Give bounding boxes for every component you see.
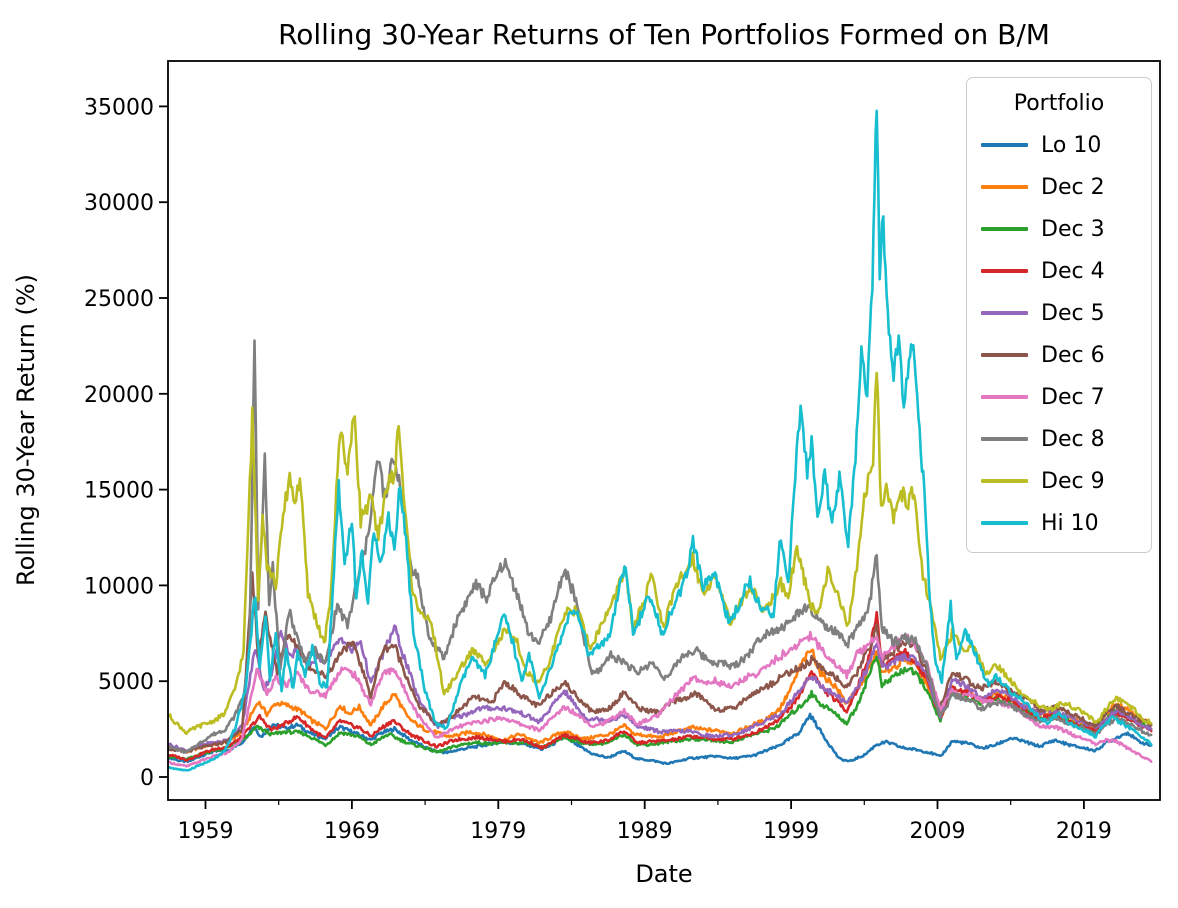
y-tick-label: 10000 — [84, 574, 154, 599]
legend-item: Dec 4 — [971, 250, 1147, 292]
y-tick-label: 30000 — [84, 191, 154, 216]
series-line-lo-10 — [168, 712, 1153, 766]
series-line-dec-7 — [168, 630, 1153, 768]
legend-label: Dec 4 — [1041, 258, 1105, 284]
axis-tick-labels: 1959 1969 1979 1989 1999 2009 2019 0 5000 10000 15… — [84, 95, 1112, 844]
y-tick-label: 15000 — [84, 479, 154, 504]
series-line-dec-8 — [168, 339, 1153, 754]
legend-swatch — [981, 269, 1028, 273]
legend-swatch — [981, 227, 1028, 231]
x-tick-label: 1999 — [763, 819, 819, 844]
legend-label: Dec 3 — [1041, 216, 1105, 242]
legend-item: Dec 2 — [971, 166, 1147, 208]
series-lines — [168, 109, 1153, 772]
chart-title: Rolling 30-Year Returns of Ten Portfolio… — [278, 18, 1050, 51]
x-tick-label: 1979 — [470, 819, 526, 844]
legend-swatch — [981, 185, 1028, 189]
legend-item: Dec 3 — [971, 208, 1147, 250]
y-tick-label: 35000 — [84, 95, 154, 120]
series-line-dec-9 — [168, 371, 1153, 736]
legend-label: Lo 10 — [1041, 132, 1102, 158]
x-tick-label: 1969 — [324, 819, 380, 844]
legend-item: Dec 8 — [971, 418, 1147, 460]
series-line-dec-5 — [168, 624, 1153, 753]
y-tick-label: 20000 — [84, 383, 154, 408]
legend-label: Dec 8 — [1041, 426, 1105, 452]
legend-label: Dec 5 — [1041, 300, 1105, 326]
x-tick-label: 2009 — [910, 819, 966, 844]
legend-item: Dec 9 — [971, 460, 1147, 502]
legend-label: Hi 10 — [1041, 510, 1099, 536]
x-tick-label: 2019 — [1056, 819, 1112, 844]
legend-item: Dec 5 — [971, 292, 1147, 334]
legend-swatch — [981, 521, 1028, 525]
legend-swatch — [981, 395, 1028, 399]
legend-label: Dec 7 — [1041, 384, 1105, 410]
legend-label: Dec 6 — [1041, 342, 1105, 368]
legend: Portfolio Lo 10 Dec 2 Dec 3 Dec 4 Dec 5 Dec 6… — [966, 77, 1152, 553]
legend-items: Lo 10 Dec 2 Dec 3 Dec 4 Dec 5 Dec 6 Dec 7 Dec 8… — [971, 124, 1147, 544]
legend-swatch — [981, 143, 1028, 147]
x-axis-label: Date — [635, 860, 692, 888]
legend-item: Dec 6 — [971, 334, 1147, 376]
legend-swatch — [981, 437, 1028, 441]
legend-swatch — [981, 353, 1028, 357]
y-axis-label: Rolling 30-Year Return (%) — [12, 274, 40, 586]
y-tick-label: 0 — [140, 766, 154, 791]
plot-border — [167, 60, 1161, 801]
y-tick-label: 25000 — [84, 287, 154, 312]
series-line-hi-10 — [168, 109, 1153, 772]
y-tick-label: 5000 — [98, 670, 154, 695]
legend-item: Hi 10 — [971, 502, 1147, 544]
legend-label: Dec 9 — [1041, 468, 1105, 494]
x-tick-label: 1959 — [178, 819, 234, 844]
legend-label: Dec 2 — [1041, 174, 1105, 200]
legend-item: Dec 7 — [971, 376, 1147, 418]
legend-swatch — [981, 479, 1028, 483]
x-tick-label: 1989 — [617, 819, 673, 844]
legend-title: Portfolio — [1013, 91, 1105, 116]
legend-swatch — [981, 311, 1028, 315]
legend-item: Lo 10 — [971, 124, 1147, 166]
